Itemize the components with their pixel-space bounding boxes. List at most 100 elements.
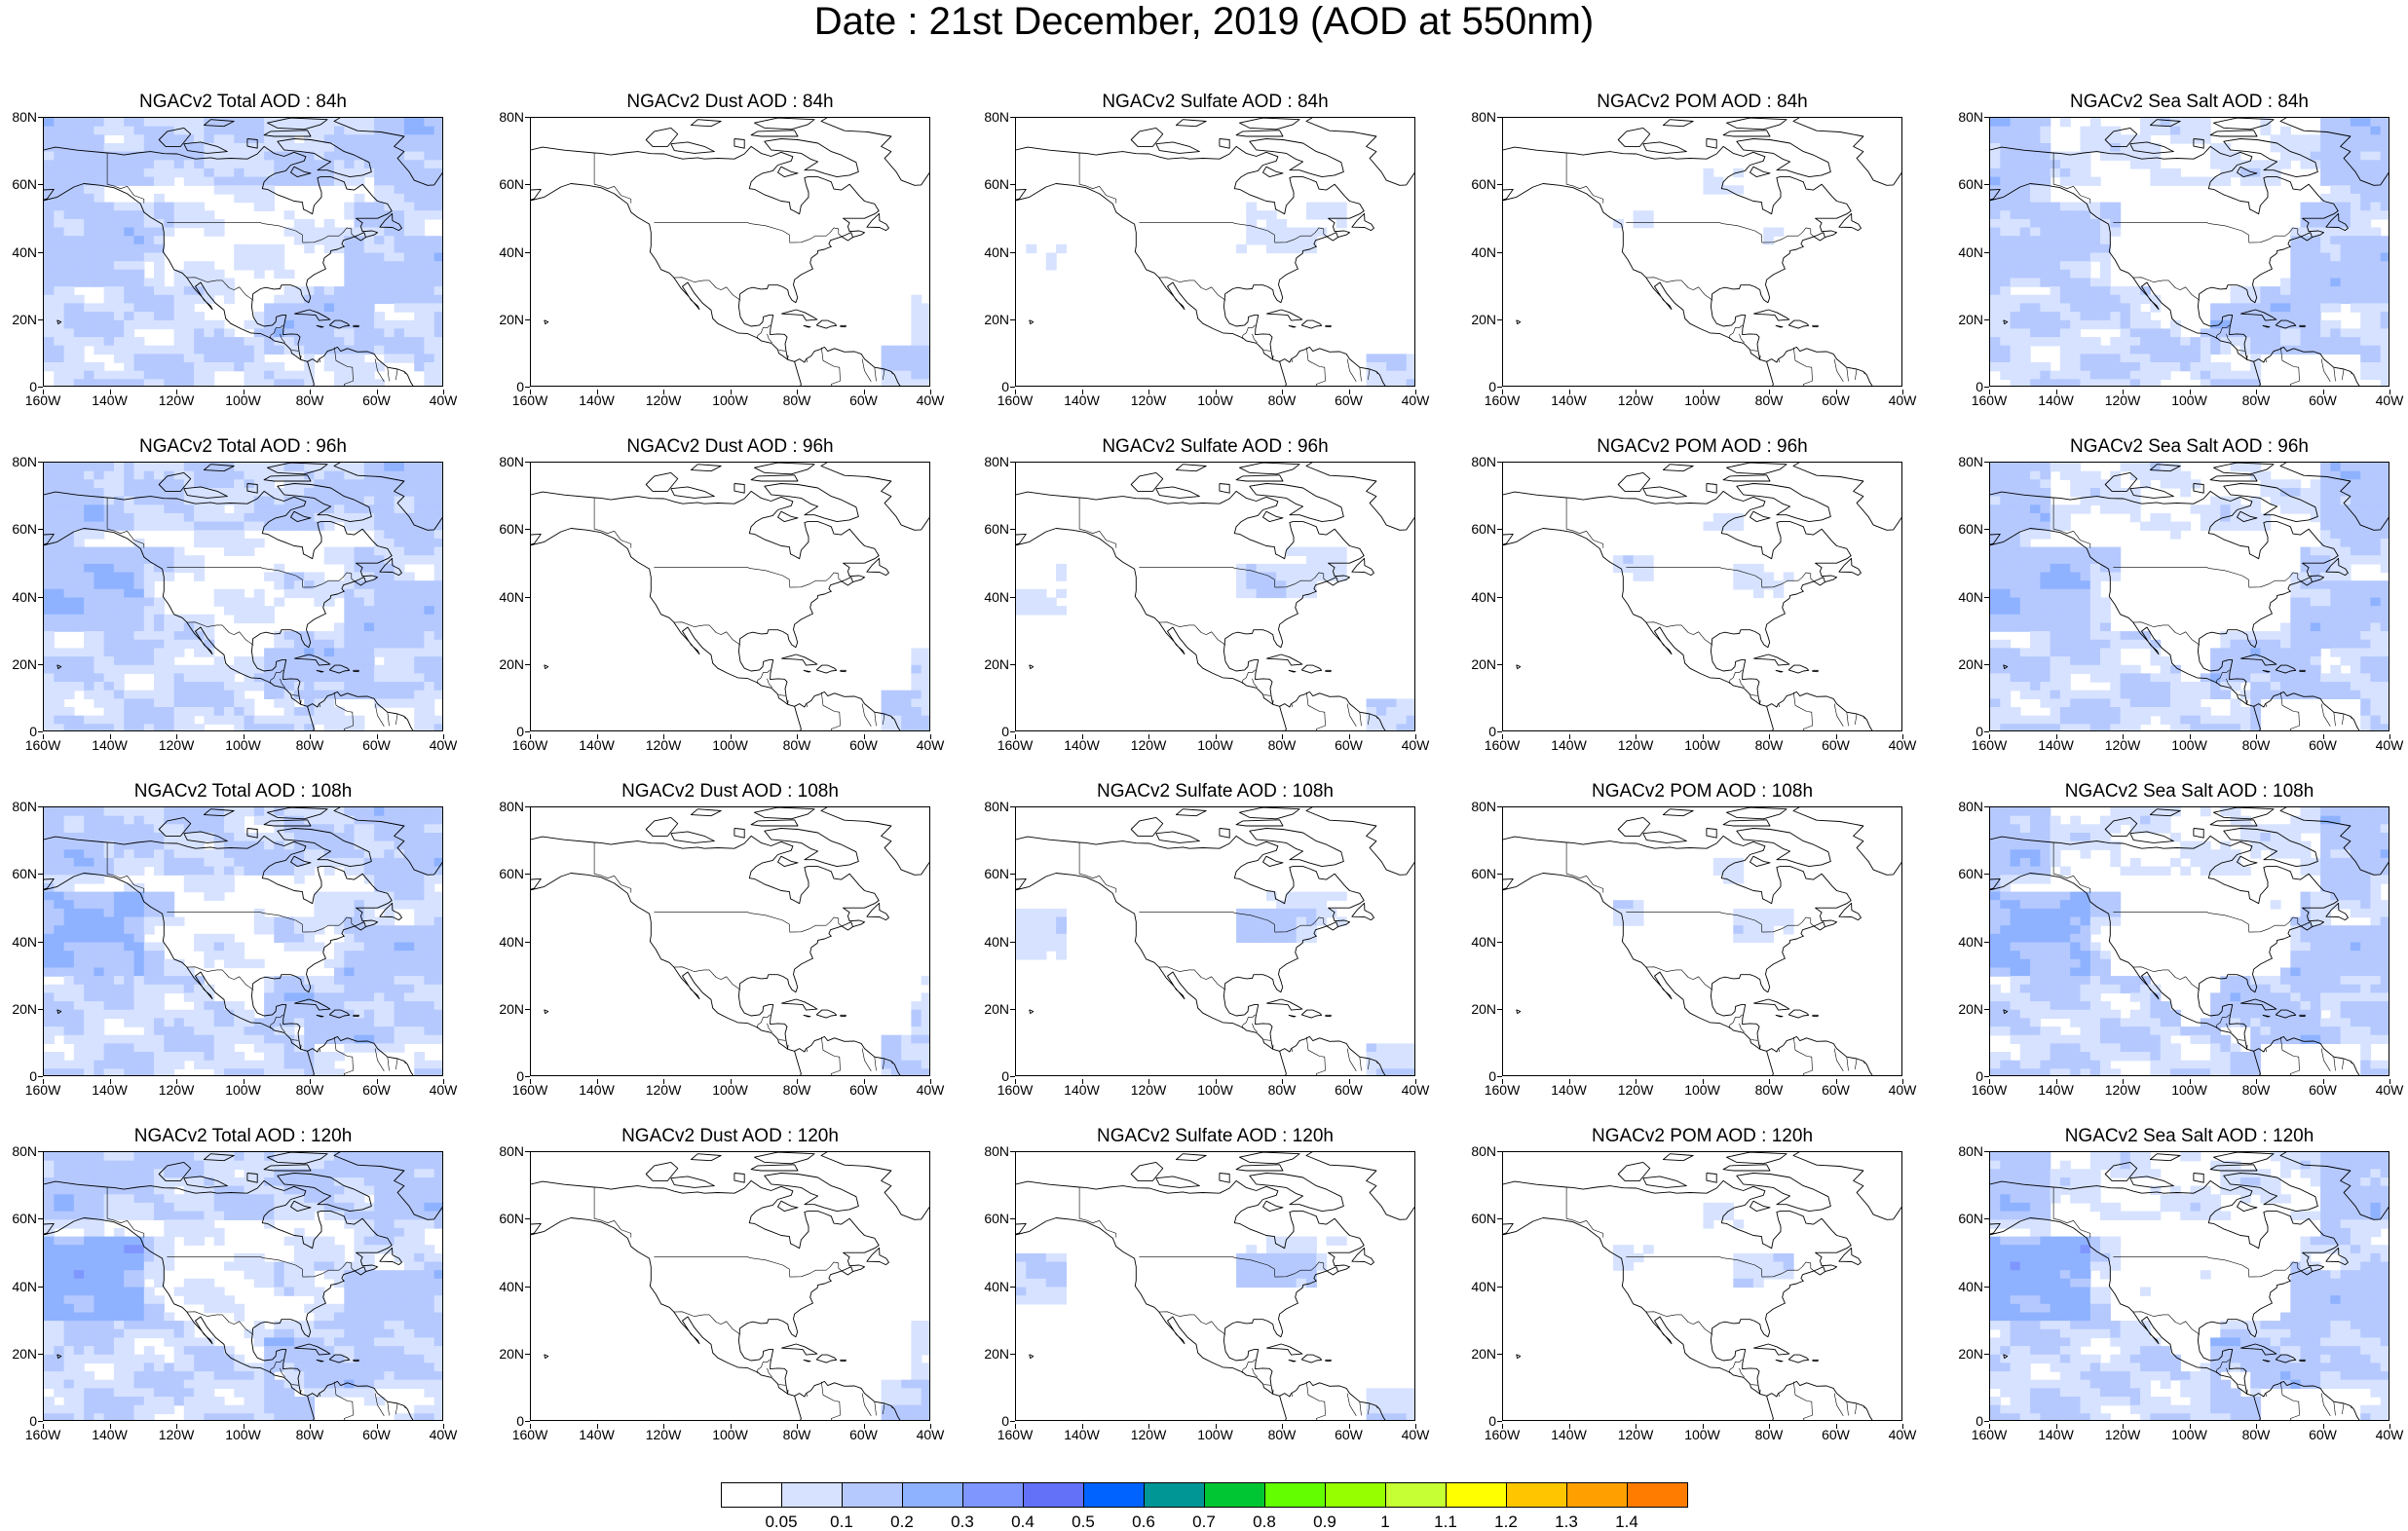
- map-panel: NGACv2 Dust AOD : 96h 80N 60N 40N 20N 0 160W 14…: [487, 434, 974, 756]
- x-tick-label: 120W: [1617, 1427, 1654, 1442]
- aod-field: [44, 463, 442, 730]
- x-tickmark: [243, 1079, 245, 1084]
- x-tickmark: [1568, 1424, 1570, 1429]
- aod-map: [44, 1152, 442, 1420]
- x-tickmark: [1415, 390, 1416, 394]
- panel-title: NGACv2 Dust AOD : 84h: [626, 92, 834, 112]
- country-borders: [2052, 1187, 2352, 1420]
- aod-map: [1016, 463, 1414, 730]
- y-tick-label: 60N: [1471, 521, 1496, 538]
- coastline: [1016, 118, 1414, 386]
- colorbar-label: 1.3: [1555, 1512, 1578, 1531]
- y-tick-label: 20N: [984, 1345, 1009, 1362]
- y-tick-label: 40N: [1471, 588, 1496, 605]
- x-tickmark: [109, 1079, 111, 1084]
- x-tickmark: [243, 390, 245, 394]
- x-tick-label: 60W: [362, 392, 391, 408]
- y-tick-label: 80N: [499, 454, 524, 469]
- y-tickmark: [1010, 529, 1015, 531]
- x-tick-label: 160W: [1971, 392, 2008, 408]
- panel-title: NGACv2 Sulfate AOD : 108h: [1097, 781, 1334, 802]
- map-frame: [1989, 1151, 2389, 1421]
- x-tick-label: 60W: [2309, 1427, 2337, 1442]
- x-tickmark: [1769, 734, 1770, 739]
- x-tick-label: 160W: [24, 737, 61, 753]
- x-tick-label: 160W: [1484, 392, 1521, 408]
- x-tickmark: [663, 734, 664, 739]
- x-tick-label: 40W: [2375, 392, 2404, 408]
- map-panel: NGACv2 Sea Salt AOD : 96h 80N 60N 40N 20N 0 16…: [1946, 434, 2408, 756]
- y-tick-label: 80N: [1958, 1143, 1983, 1159]
- x-tickmark: [1636, 734, 1637, 739]
- y-tick-label: 80N: [499, 799, 524, 814]
- x-tickmark: [2123, 734, 2124, 739]
- map-panel: NGACv2 Sulfate AOD : 84h 80N 60N 40N 20N 0 160…: [972, 90, 1459, 411]
- y-axis: 80N 60N 40N 20N 0: [1946, 110, 1989, 393]
- x-tickmark: [1415, 734, 1416, 739]
- x-tickmark: [1636, 1079, 1637, 1084]
- y-tickmark: [1497, 251, 1502, 253]
- x-tickmark: [1835, 1079, 1837, 1084]
- y-tickmark: [1010, 1008, 1015, 1010]
- x-tick-label: 80W: [295, 737, 324, 753]
- y-tick-label: 20N: [1958, 311, 1983, 327]
- y-axis: 80N 60N 40N 20N 0: [972, 800, 1015, 1083]
- panel-title: NGACv2 Dust AOD : 120h: [621, 1126, 839, 1146]
- x-tick-label: 120W: [1617, 1082, 1654, 1098]
- y-tick-label: 60N: [12, 176, 37, 193]
- x-tickmark: [930, 734, 931, 739]
- y-tick-label: 60N: [1471, 1211, 1496, 1227]
- country-borders: [593, 498, 893, 730]
- y-axis: 80N 60N 40N 20N 0: [0, 800, 43, 1083]
- panel-title: NGACv2 Dust AOD : 96h: [626, 436, 834, 457]
- x-tick-label: 40W: [916, 392, 945, 408]
- x-tick-label: 60W: [2309, 737, 2337, 753]
- x-axis: 160W 140W 120W 100W 80W 60W 40W: [1972, 1079, 2403, 1099]
- map-frame: [1015, 806, 1415, 1076]
- x-tick-label: 100W: [2171, 1427, 2207, 1442]
- y-tick-label: 20N: [499, 1345, 524, 1362]
- panel-title: NGACv2 POM AOD : 108h: [1591, 781, 1814, 802]
- y-tickmark: [1984, 596, 1989, 598]
- y-tickmark: [1010, 874, 1015, 876]
- x-tick-label: 40W: [1401, 737, 1430, 753]
- panel-title: NGACv2 Total AOD : 96h: [139, 436, 347, 457]
- x-axis: 160W 140W 120W 100W 80W 60W 40W: [512, 390, 944, 409]
- y-tickmark: [1010, 1218, 1015, 1220]
- x-tickmark: [2123, 1079, 2124, 1084]
- map-frame: [530, 117, 930, 387]
- y-axis: 80N 60N 40N 20N 0: [0, 110, 43, 393]
- coastline: [1503, 118, 1901, 386]
- x-tickmark: [596, 390, 598, 394]
- x-tickmark: [1702, 1424, 1704, 1429]
- y-tick-label: 60N: [499, 521, 524, 538]
- x-tickmark: [663, 1079, 664, 1084]
- x-tickmark: [2322, 1424, 2324, 1429]
- y-tickmark: [1984, 318, 1989, 320]
- y-tickmark: [1984, 1218, 1989, 1220]
- y-tickmark: [1010, 117, 1015, 118]
- x-tickmark: [243, 1424, 245, 1429]
- panel-title: NGACv2 Sulfate AOD : 96h: [1102, 436, 1329, 457]
- aod-field: [1613, 168, 1785, 245]
- x-tickmark: [1989, 1079, 1990, 1084]
- map-frame: [43, 462, 443, 731]
- x-tickmark: [1769, 1079, 1770, 1084]
- x-tickmark: [797, 1079, 798, 1084]
- y-axis: 80N 60N 40N 20N 0: [1459, 1144, 1502, 1428]
- y-tickmark: [1497, 462, 1502, 463]
- x-tickmark: [2256, 390, 2257, 394]
- x-tickmark: [1348, 1424, 1350, 1429]
- y-tickmark: [1497, 1008, 1502, 1010]
- y-tickmark: [1497, 117, 1502, 118]
- y-tick-label: 0: [1975, 379, 1983, 394]
- y-tickmark: [1497, 318, 1502, 320]
- y-tick-label: 40N: [984, 933, 1009, 950]
- y-tickmark: [1497, 1286, 1502, 1288]
- colorbar-swatch: [1264, 1482, 1326, 1508]
- y-tick-label: 60N: [499, 866, 524, 882]
- country-borders: [1565, 153, 1865, 386]
- x-tick-label: 100W: [225, 1427, 261, 1442]
- colorbar-swatch: [1144, 1482, 1205, 1508]
- x-tick-label: 100W: [225, 392, 261, 408]
